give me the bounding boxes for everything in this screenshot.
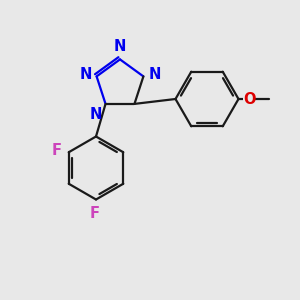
Text: N: N: [80, 67, 92, 82]
Text: N: N: [89, 106, 102, 122]
Text: N: N: [148, 67, 160, 82]
Text: F: F: [89, 206, 100, 221]
Text: O: O: [243, 92, 255, 106]
Text: F: F: [52, 143, 62, 158]
Text: N: N: [114, 39, 126, 54]
